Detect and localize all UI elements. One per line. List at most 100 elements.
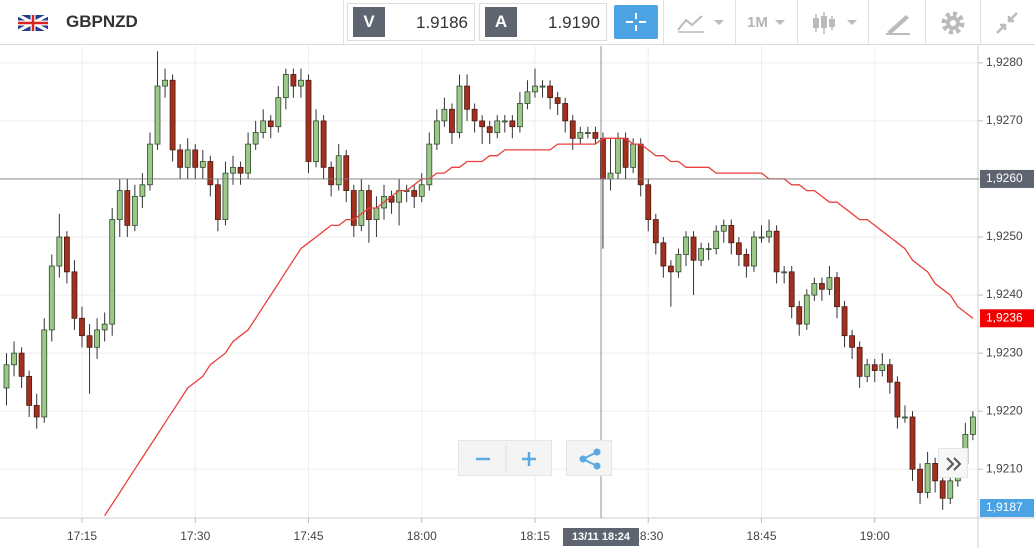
current-price-box — [980, 499, 1034, 517]
zoom-controls — [458, 440, 552, 476]
candle-body — [781, 271, 788, 274]
candle-body — [169, 79, 176, 151]
ma-price-label: 1,9236 — [986, 310, 1023, 324]
ask-box[interactable]: A 1.9190 — [479, 3, 607, 41]
candle-type-button[interactable] — [812, 10, 862, 36]
candle-body — [358, 190, 365, 226]
candle-body — [735, 242, 742, 255]
candle-body — [917, 468, 923, 493]
candle-body — [698, 248, 704, 261]
candle-body — [305, 79, 312, 162]
x-tick-label: 18:00 — [407, 529, 437, 543]
candle-body — [449, 108, 455, 133]
candle-body — [282, 74, 289, 99]
candle-body — [154, 85, 161, 145]
separator — [868, 0, 869, 44]
separator — [663, 0, 664, 44]
candle-body — [849, 335, 855, 348]
scroll-right-button[interactable] — [938, 448, 968, 478]
candle-body — [313, 120, 319, 162]
candle-body — [834, 277, 840, 308]
candle-body — [131, 195, 138, 226]
candle-body — [584, 132, 591, 134]
x-tick-label: 18:15 — [520, 529, 550, 543]
candle-body — [33, 404, 40, 418]
candle-body — [199, 161, 206, 168]
candle-body — [720, 224, 727, 232]
zoom-in[interactable] — [522, 452, 536, 466]
crosshair-price-label: 1,9260 — [986, 171, 1023, 185]
separator — [797, 0, 798, 44]
candle-body — [660, 242, 667, 267]
candle-body — [177, 149, 184, 168]
bid-box[interactable]: V 1.9186 — [347, 3, 475, 41]
candle-body — [539, 85, 546, 88]
draw-button[interactable] — [884, 10, 912, 36]
symbol: GBPNZD — [66, 12, 138, 31]
candle-body — [947, 480, 954, 499]
bid-label: V — [353, 7, 385, 37]
candle-body — [970, 416, 976, 435]
candle-body — [237, 166, 244, 174]
candle-body — [728, 224, 735, 244]
crosshair-button[interactable] — [614, 5, 658, 39]
candle-body — [554, 97, 561, 104]
candle-body — [320, 120, 327, 168]
ask-label: A — [485, 7, 517, 37]
candle-body — [675, 254, 682, 273]
candle-body — [796, 306, 803, 325]
candle-body — [788, 271, 795, 308]
candle-body — [411, 190, 418, 197]
candle-body — [819, 283, 825, 290]
share-button[interactable] — [566, 440, 612, 476]
candle-body — [743, 254, 750, 267]
settings-button[interactable] — [939, 9, 967, 37]
candle-body — [124, 190, 131, 226]
candle-body — [245, 143, 252, 174]
candle-body — [607, 172, 614, 180]
candle-body — [924, 463, 931, 493]
flag-icon — [18, 15, 48, 31]
y-tick-label: 1,9280 — [986, 55, 1023, 69]
timeframe-button[interactable]: 1M — [747, 14, 768, 31]
candle-body — [162, 79, 168, 87]
candle-body — [886, 364, 893, 383]
candle-body — [615, 137, 621, 174]
candle-body — [524, 91, 531, 104]
candle-body — [343, 155, 350, 191]
candle-body — [94, 329, 100, 348]
crosshair-icon — [626, 13, 646, 31]
crosshair-time-label: 13/11 18:24 — [572, 531, 631, 543]
candle-body — [230, 166, 236, 174]
candle-body — [101, 323, 108, 331]
share-icon — [579, 448, 601, 470]
ask-value: 1.9190 — [548, 13, 600, 32]
candle-body — [501, 120, 508, 123]
candle-body — [517, 103, 523, 128]
chart-type-button[interactable] — [676, 12, 726, 34]
y-tick-label: 1,9210 — [986, 461, 1023, 475]
zoom-icons — [476, 445, 536, 473]
candle-body — [79, 317, 85, 337]
candle-body — [705, 248, 712, 251]
separator — [980, 0, 981, 44]
x-tick-label: 18:30 — [633, 529, 663, 543]
x-tick-label: 17:15 — [67, 529, 97, 543]
candle-body — [894, 381, 901, 418]
toolbar: GBPNZD V 1.9186 A 1.9190 1M — [0, 0, 1035, 45]
y-tick-label: 1,9240 — [986, 287, 1023, 301]
candle-body — [577, 132, 584, 139]
arrows-icon — [946, 457, 962, 471]
y-tick-label: 1,9230 — [986, 345, 1023, 359]
moving-average-line — [104, 137, 974, 517]
current-price-label: 1,9187 — [986, 500, 1023, 514]
candle-body — [713, 230, 720, 250]
collapse-button[interactable] — [994, 10, 1020, 36]
candle-body — [433, 120, 440, 145]
x-tick-label: 17:30 — [180, 529, 210, 543]
candle-body — [751, 236, 757, 267]
candle-body — [147, 143, 153, 186]
candle-body — [939, 480, 946, 499]
